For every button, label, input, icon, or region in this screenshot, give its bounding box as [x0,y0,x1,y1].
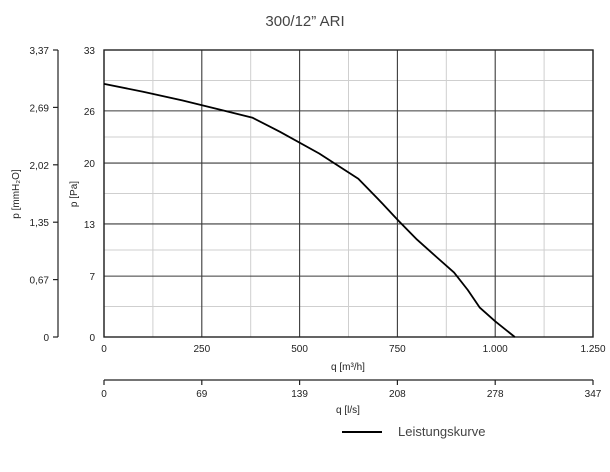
bottom-tick-label: 69 [196,389,208,400]
x-tick-label: 250 [193,344,210,355]
axes-layer: 0 250 500 750 1.000 1.250 0 7 13 20 26 33 0 0,67 1,35 2… [30,46,606,400]
bottom-tick-label: 208 [389,389,406,400]
x-tick-label: 750 [389,344,406,355]
plot-frame [103,49,594,338]
bottom-axis-label: q [l/s] [336,405,360,416]
left-tick-label: 1,35 [30,218,50,229]
x-axis-label: q [m³/h] [331,362,365,373]
y-tick-label: 26 [84,107,96,118]
legend-label: Leistungskurve [398,424,485,439]
x-tick-label: 500 [291,344,308,355]
bottom-tick-label: 278 [487,389,504,400]
left-tick-label: 0 [43,333,49,344]
left-tick-label: 2,02 [30,161,50,172]
left-axis-label: p [mmH₂O] [11,169,22,219]
series-line [103,83,516,338]
y-tick-label: 20 [84,159,96,170]
y-tick-label: 33 [84,46,96,57]
curve-layer [103,83,516,338]
x-tick-label: 1.000 [483,344,508,355]
y-tick-label: 7 [89,272,95,283]
grid [103,49,594,338]
bottom-tick-label: 347 [585,389,602,400]
left-tick-label: 2,69 [30,103,50,114]
plot-border [103,49,594,338]
y-axis-label: p [Pa] [69,181,80,207]
left-tick-label: 3,37 [30,46,50,57]
bottom-tick-label: 139 [291,389,308,400]
x-tick-label: 0 [101,344,107,355]
bottom-tick-label: 0 [101,389,107,400]
y-tick-label: 0 [89,333,95,344]
y-tick-label: 13 [84,220,96,231]
chart-title: 300/12” ARI [265,13,344,30]
left-tick-label: 0,67 [30,276,50,287]
x-tick-label: 1.250 [580,344,605,355]
